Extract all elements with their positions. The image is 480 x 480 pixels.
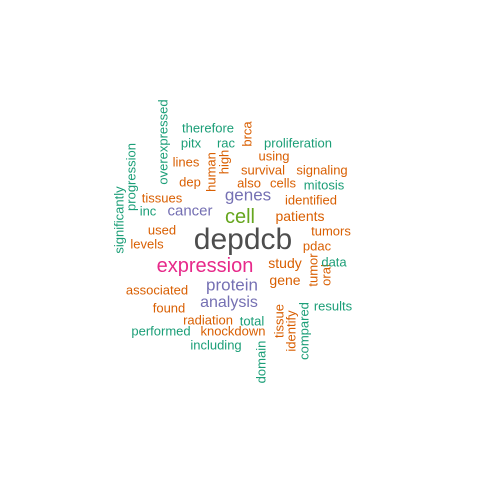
word-overexpressed: overexpressed (155, 99, 171, 185)
word-protein: protein (206, 275, 258, 295)
word-genes: genes (224, 185, 272, 205)
word-tumors: tumors (311, 223, 351, 239)
word-expression: expression (156, 255, 254, 277)
word-levels: levels (130, 236, 164, 252)
word-depdcb: depdcb (193, 223, 293, 256)
word-rac: rac (216, 135, 236, 151)
word-survival: survival (240, 162, 286, 178)
word-high: high (216, 149, 232, 175)
word-data: data (321, 254, 347, 270)
word-performed: performed (131, 323, 191, 339)
word-identified: identified (284, 192, 338, 208)
word-including: including (190, 337, 242, 353)
word-found: found (152, 300, 186, 316)
word-also: also (237, 175, 261, 191)
word-cells: cells (269, 175, 297, 191)
word-cancer: cancer (167, 202, 213, 220)
word-knockdown: knockdown (200, 323, 266, 339)
word-compared: compared (296, 302, 312, 360)
word-analysis: analysis (200, 294, 258, 311)
word-inc: inc (139, 203, 157, 219)
word-signaling: signaling (296, 162, 348, 178)
word-pdac: pdac (302, 238, 332, 254)
word-tissues: tissues (141, 190, 183, 206)
word-total: total (239, 313, 265, 329)
word-pitx: pitx (180, 135, 202, 151)
word-radiation: radiation (183, 312, 233, 328)
word-brca: brca (239, 121, 255, 147)
word-gene: gene (269, 272, 301, 288)
word-used: used (147, 222, 177, 238)
word-dep: dep (179, 174, 201, 190)
word-results: results (313, 298, 353, 314)
word-associated: associated (125, 282, 189, 298)
word-therefore: therefore (181, 120, 235, 136)
word-tissue: tissue (271, 304, 287, 338)
word-proliferation: proliferation (264, 135, 332, 151)
word-mitosis: mitosis (303, 177, 345, 193)
word-domain: domain (253, 340, 269, 384)
word-lines: lines (172, 154, 200, 170)
word-cell: cell (224, 206, 256, 228)
word-study: study (268, 255, 302, 271)
word-patients: patients (275, 208, 325, 224)
word-significantly: significantly (111, 186, 127, 254)
word-using: using (258, 148, 290, 164)
